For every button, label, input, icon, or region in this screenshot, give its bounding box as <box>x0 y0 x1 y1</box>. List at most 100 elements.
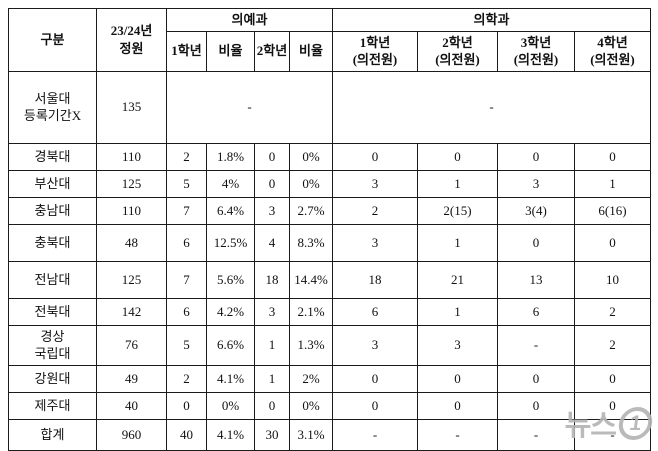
data-cell: 40 <box>166 418 207 451</box>
quota-cell: 40 <box>96 391 167 420</box>
data-cell: - <box>497 324 575 366</box>
data-cell: 0% <box>289 169 333 198</box>
data-cell: 1 <box>417 223 498 262</box>
data-cell: 14.4% <box>289 260 333 299</box>
data-cell: 18 <box>254 260 290 299</box>
data-cell: 0 <box>254 391 290 420</box>
data-cell: 4.1% <box>206 364 255 393</box>
data-cell: 6.6% <box>206 324 255 366</box>
data-cell: 21 <box>417 260 498 299</box>
data-cell: 3 <box>497 169 575 198</box>
header-premed-ratio1: 비율 <box>206 30 255 72</box>
header-med-year3: 3학년 (의전원) <box>497 30 575 72</box>
data-cell: 3 <box>332 223 418 262</box>
data-cell: 3 <box>254 297 290 326</box>
data-cell: 3(4) <box>497 196 575 225</box>
table-row-jeju: 제주대 40 0 0% 0 0% 0 0 0 0 <box>8 391 651 420</box>
table-row-gyeongsang: 경상 국립대 76 5 6.6% 1 1.3% 3 3 - 2 <box>8 324 651 366</box>
data-cell: 4 <box>254 223 290 262</box>
data-cell: 0% <box>289 142 333 171</box>
news1-watermark: 뉴스 1 <box>565 402 655 444</box>
quota-cell: 125 <box>96 260 167 299</box>
data-cell: 5.6% <box>206 260 255 299</box>
data-cell: 0 <box>332 364 418 393</box>
data-cell: 1.3% <box>289 324 333 366</box>
data-cell: 12.5% <box>206 223 255 262</box>
header-premed-year2: 2학년 <box>254 30 290 72</box>
data-cell: 6.4% <box>206 196 255 225</box>
row-label: 서울대 등록기간X <box>8 70 97 144</box>
data-cell: 0 <box>497 364 575 393</box>
news1-logo-icon: 1 <box>616 406 655 440</box>
data-cell: 0 <box>574 391 651 420</box>
table-row-kangwon: 강원대 49 2 4.1% 1 2% 0 0 0 0 <box>8 364 651 393</box>
header-med-year2: 2학년 (의전원) <box>417 30 498 72</box>
data-cell: 3 <box>332 169 418 198</box>
med-student-enrollment-table: 구분 23/24년 정원 의예과 의학과 1학년 비율 2학년 비율 1학년 (… <box>8 8 651 451</box>
data-cell: 30 <box>254 418 290 451</box>
quota-cell: 125 <box>96 169 167 198</box>
data-cell: 2.7% <box>289 196 333 225</box>
data-cell: 0 <box>417 364 498 393</box>
row-label: 전북대 <box>8 297 97 326</box>
data-cell: 1 <box>254 364 290 393</box>
header-category: 구분 <box>8 8 97 72</box>
data-cell: 0 <box>166 391 207 420</box>
data-cell: 4.2% <box>206 297 255 326</box>
table-row-chungbuk: 충북대 48 6 12.5% 4 8.3% 3 1 0 0 <box>8 223 651 262</box>
row-label: 경상 국립대 <box>8 324 97 366</box>
data-cell: 0% <box>289 391 333 420</box>
data-cell: 3.1% <box>289 418 333 451</box>
header-med-year4: 4학년 (의전원) <box>574 30 651 72</box>
row-label: 충북대 <box>8 223 97 262</box>
table-row-seoul: 서울대 등록기간X 135 - - <box>8 70 651 144</box>
data-cell: - <box>166 70 333 144</box>
data-cell: 6 <box>332 297 418 326</box>
header-premed-year1: 1학년 <box>166 30 207 72</box>
data-cell: 13 <box>497 260 575 299</box>
data-cell: 0 <box>497 223 575 262</box>
data-cell: 0 <box>574 223 651 262</box>
data-cell: 7 <box>166 196 207 225</box>
data-cell: 2 <box>166 364 207 393</box>
data-cell: 5 <box>166 324 207 366</box>
row-label: 전남대 <box>8 260 97 299</box>
data-cell: 0 <box>332 391 418 420</box>
row-label: 부산대 <box>8 169 97 198</box>
data-cell: 6 <box>497 297 575 326</box>
header-med-group: 의학과 <box>332 8 651 32</box>
table-row-pusan: 부산대 125 5 4% 0 0% 3 1 3 1 <box>8 169 651 198</box>
table-row-jeonbuk: 전북대 142 6 4.2% 3 2.1% 6 1 6 2 <box>8 297 651 326</box>
data-cell: 1 <box>254 324 290 366</box>
quota-cell: 142 <box>96 297 167 326</box>
data-cell: 0 <box>254 169 290 198</box>
header-premed-ratio2: 비율 <box>289 30 333 72</box>
row-label: 제주대 <box>8 391 97 420</box>
data-cell: 0 <box>574 364 651 393</box>
data-cell: 3 <box>254 196 290 225</box>
data-cell: - <box>417 418 498 451</box>
table-row-chonnam: 전남대 125 7 5.6% 18 14.4% 18 21 13 10 <box>8 260 651 299</box>
header-premed-group: 의예과 <box>166 8 333 32</box>
data-cell: 5 <box>166 169 207 198</box>
data-cell: 7 <box>166 260 207 299</box>
quota-cell: 110 <box>96 142 167 171</box>
quota-cell: 48 <box>96 223 167 262</box>
data-cell: 8.3% <box>289 223 333 262</box>
row-label: 충남대 <box>8 196 97 225</box>
data-cell: 2 <box>332 196 418 225</box>
row-label: 경북대 <box>8 142 97 171</box>
data-cell: 2% <box>289 364 333 393</box>
data-cell: 0% <box>206 391 255 420</box>
data-cell: 6 <box>166 297 207 326</box>
data-cell: 1 <box>417 169 498 198</box>
data-cell: 10 <box>574 260 651 299</box>
table-row-total: 합계 960 40 4.1% 30 3.1% - - - - <box>8 418 651 451</box>
data-cell: 2(15) <box>417 196 498 225</box>
data-cell: 2 <box>574 324 651 366</box>
data-cell: 0 <box>417 391 498 420</box>
header-med-year1: 1학년 (의전원) <box>332 30 418 72</box>
data-cell: 0 <box>417 142 498 171</box>
data-cell: 1 <box>574 169 651 198</box>
data-cell: 2.1% <box>289 297 333 326</box>
